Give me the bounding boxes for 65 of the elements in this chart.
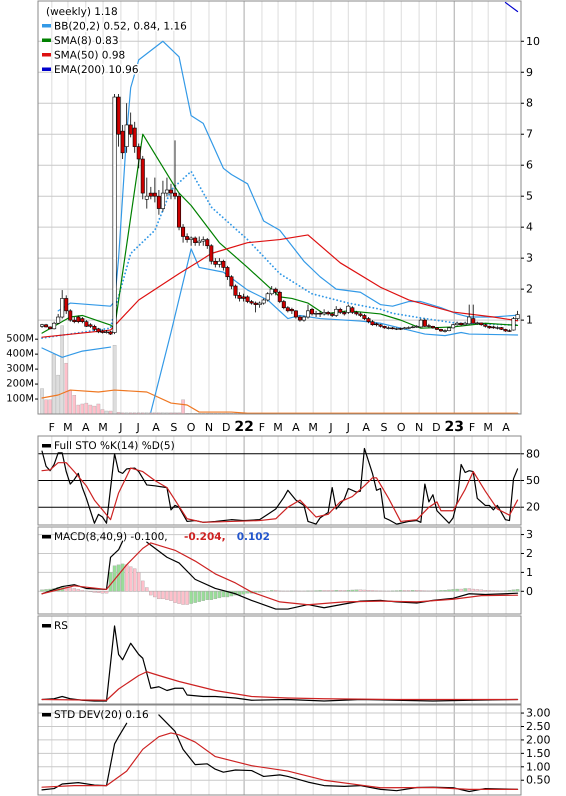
y-tick-label: 10 <box>526 34 540 48</box>
y-tick-label: 2 <box>526 546 533 560</box>
y-tick-label: 2.00 <box>526 733 550 746</box>
x-tick-label: O <box>396 421 406 434</box>
legend-label: STD DEV(20) 0.16 <box>54 709 149 721</box>
y-tick-label: 1 <box>526 566 533 579</box>
y-tick-label: 0.50 <box>526 774 550 787</box>
x-tick-label: M <box>483 421 493 434</box>
y-tick-label: 2 <box>526 282 533 296</box>
legend-label: SMA(8) 0.83 <box>54 35 118 47</box>
legend-label: BB(20,2) 0.52, 0.84, 1.16 <box>54 20 188 32</box>
y-tick-label: 0 <box>526 584 533 598</box>
y-tick-label: 4 <box>526 220 533 234</box>
x-tick-label: J <box>136 421 140 434</box>
x-tick-label: A <box>362 421 370 434</box>
x-tick-label: A <box>82 421 90 434</box>
x-tick-label: D <box>432 421 441 434</box>
x-tick-label: M <box>308 421 318 434</box>
y-tick-label: 3.00 <box>526 706 550 720</box>
x-tick-label: A <box>292 421 300 434</box>
x-tick-label: J <box>328 421 333 434</box>
x-tick-label: F <box>468 421 476 434</box>
x-tick-label: D <box>222 421 230 434</box>
x-tick-label: O <box>186 421 196 434</box>
x-tick-label: M <box>273 421 283 434</box>
y-tick-label: 50 <box>526 474 540 487</box>
y-tick-label: 3 <box>526 252 533 265</box>
y-tick-label: 6 <box>526 158 533 172</box>
x-tick-label: F <box>258 421 266 434</box>
y2-tick-label: 200M <box>6 378 34 390</box>
legend-label: SMA(50) 0.98 <box>54 50 126 62</box>
x-tick-label: 23 <box>444 419 464 435</box>
x-tick-label: 22 <box>234 419 254 435</box>
x-tick-label: S <box>170 421 178 434</box>
y-tick-label: 7 <box>526 128 533 141</box>
y2-tick-label: 100M <box>6 394 34 405</box>
x-tick-label: S <box>380 421 388 434</box>
y-tick-label: 1 <box>526 314 533 327</box>
x-tick-label: J <box>118 421 123 434</box>
x-tick-label: A <box>152 421 160 434</box>
legend-label: MACD(8,40,9) -0.100, <box>54 531 168 543</box>
annotation: 0.102 <box>236 531 270 543</box>
y-tick-label: 20 <box>526 500 540 514</box>
x-tick-label: J <box>346 421 350 434</box>
y-tick-label: 3 <box>526 528 533 542</box>
x-tick-label: A <box>502 421 510 434</box>
y-tick-label: 5 <box>526 190 533 203</box>
x-tick-label: N <box>204 421 214 434</box>
text: (weekly) 1.18 <box>46 6 118 18</box>
y2-tick-label: 300M <box>6 364 34 375</box>
x-tick-label: F <box>48 421 55 434</box>
y-tick-label: 80 <box>526 447 540 460</box>
y2-tick-label: 500M <box>6 334 34 345</box>
y-tick-label: 8 <box>526 96 533 110</box>
x-tick-label: M <box>98 421 108 434</box>
y-tick-label: 1.50 <box>526 746 550 760</box>
y-tick-label: 9 <box>526 66 533 79</box>
legend-label: RS <box>54 620 68 632</box>
series-label: -0.204, <box>184 531 226 543</box>
x-tick-label: M <box>63 421 73 434</box>
legend-label: Full STO %K(14) %D(5) <box>54 440 175 452</box>
y-tick-label: 1.00 <box>526 760 550 774</box>
x-tick-label: N <box>414 421 424 434</box>
y2-tick-label: 400M <box>6 348 34 360</box>
y-tick-label: 2.50 <box>526 720 550 733</box>
